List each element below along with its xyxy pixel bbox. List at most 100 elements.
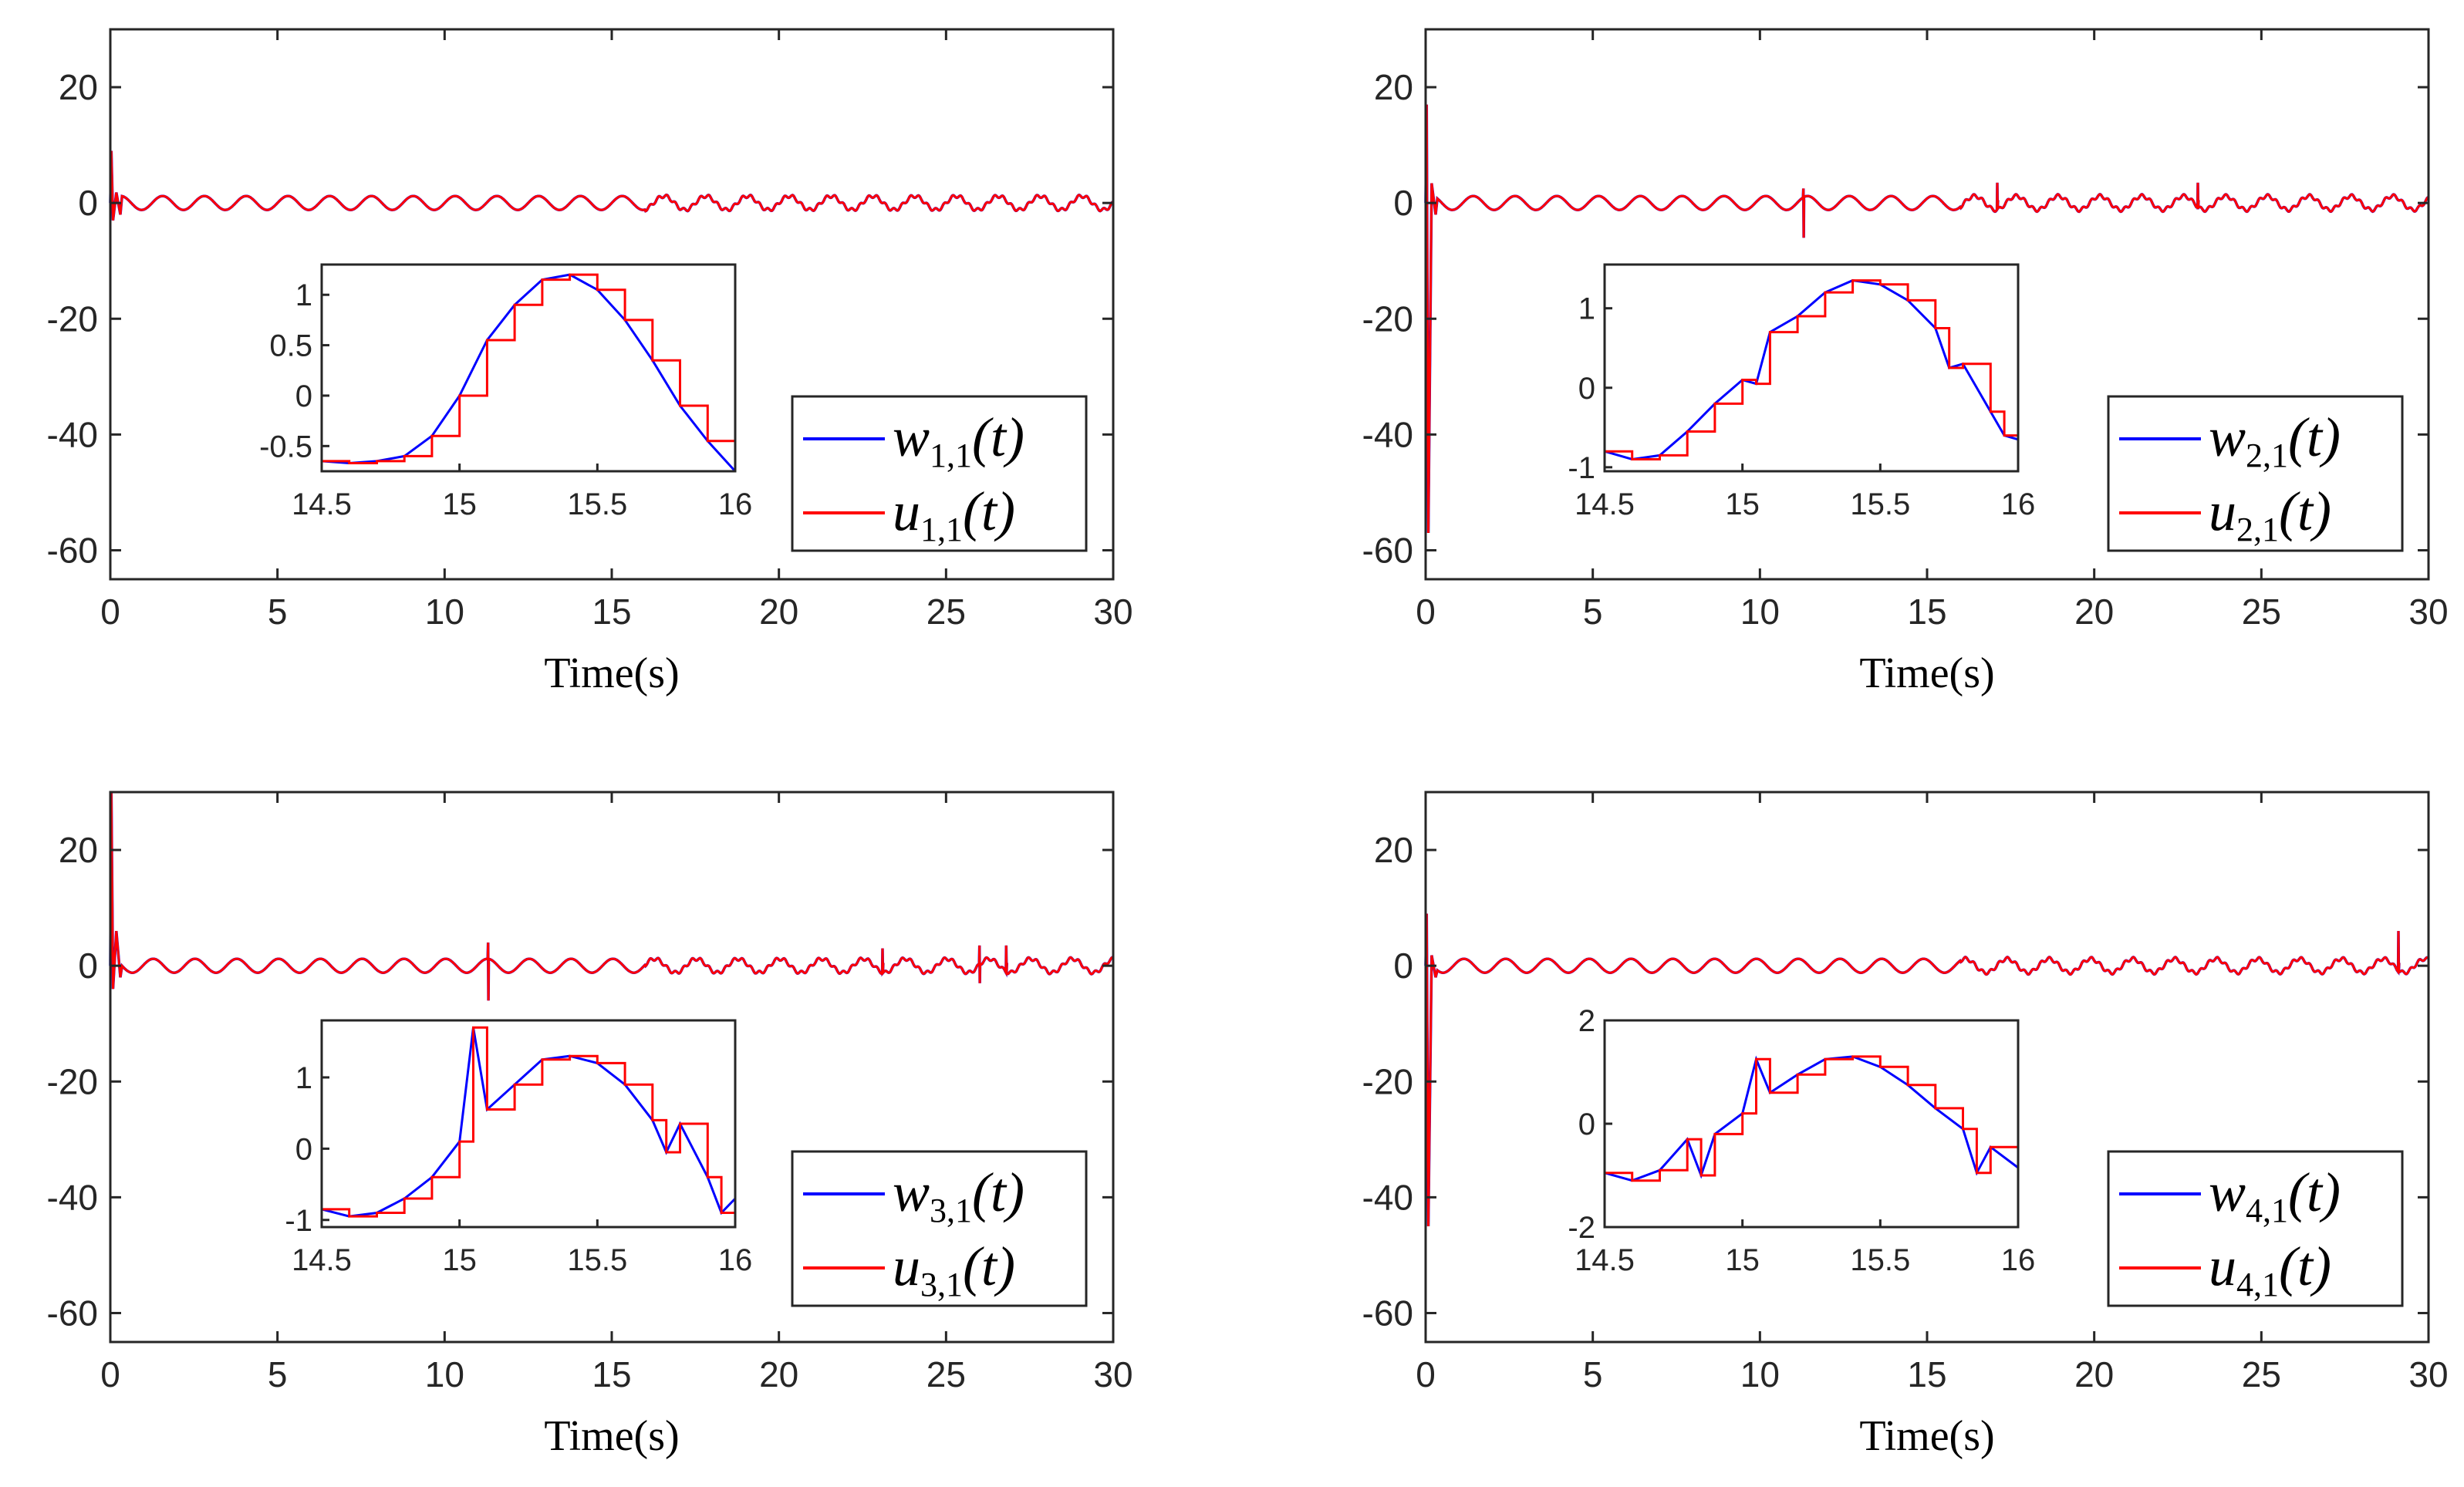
legend-box xyxy=(791,395,1088,552)
inset-y-tick-label: 2 xyxy=(1578,1004,1595,1038)
inset-area xyxy=(322,1020,735,1227)
x-tick-label: 5 xyxy=(268,1354,288,1394)
inset-frame xyxy=(1603,263,2020,473)
inset-1: 14.5 15 15.5 16 -0.5 0 0.5 1 xyxy=(259,263,753,521)
inset-area xyxy=(322,265,735,471)
inset-line-u xyxy=(1605,279,2020,460)
y-tick-label: -60 xyxy=(1362,1293,1413,1333)
inset-y-tick-label: -2 xyxy=(1568,1211,1595,1245)
legend-label: w3,1(t) xyxy=(893,1162,1024,1229)
x-tick-label: 20 xyxy=(2074,1354,2114,1394)
legend-box xyxy=(791,1150,1088,1307)
inset-x-tick-label: 15 xyxy=(1725,1243,1760,1277)
inset-area xyxy=(1605,1020,2018,1227)
inset-x-tick-label: 14.5 xyxy=(1575,1243,1635,1277)
y-tick-label: 0 xyxy=(1393,946,1413,986)
x-tick-label: 20 xyxy=(759,1354,798,1394)
x-tick-label: 5 xyxy=(268,592,288,632)
inset-x-tick-label: 14.5 xyxy=(1575,487,1635,521)
inset-y-tick-label: -1 xyxy=(1568,451,1595,485)
series-line-u xyxy=(1424,104,2429,534)
y-tick-label: -20 xyxy=(47,298,98,339)
inset-x-tick-label: 15.5 xyxy=(1850,487,1910,521)
legend-1: w1,1(t)u1,1(t) xyxy=(791,395,1088,552)
y-tick-label: 0 xyxy=(1393,183,1413,223)
legend-box xyxy=(2107,395,2404,552)
inset-line-u xyxy=(322,1026,737,1218)
inset-frame xyxy=(320,1019,737,1229)
inset-3: 14.5 15 15.5 16 -1 0 1 xyxy=(285,1019,753,1277)
y-tick-label: -40 xyxy=(1362,414,1413,454)
x-tick-label: 30 xyxy=(2408,592,2448,632)
legend-2: w2,1(t)u2,1(t) xyxy=(2107,395,2404,552)
inset-y-tick-label: 0 xyxy=(295,379,312,413)
x-tick-label: 25 xyxy=(927,1354,966,1394)
inset-line-u xyxy=(1605,1055,2020,1182)
x-tick-label: 30 xyxy=(2408,1354,2448,1394)
x-tick-label: 10 xyxy=(1740,592,1780,632)
x-tick-label: 0 xyxy=(100,592,120,632)
inset-x-tick-label: 15.5 xyxy=(567,487,627,521)
y-tick-label: 20 xyxy=(1374,830,1413,870)
inset-y-tick-label: 0.5 xyxy=(269,329,312,363)
x-tick-label: 25 xyxy=(2242,1354,2281,1394)
y-tick-label: -40 xyxy=(1362,1177,1413,1217)
inset-x-tick-label: 16 xyxy=(718,487,753,521)
inset-2: 14.5 15 15.5 16 -1 0 1 xyxy=(1568,263,2036,521)
y-tick-label: 0 xyxy=(78,183,98,223)
x-axis-label: Time(s) xyxy=(544,1412,679,1460)
x-tick-label: 20 xyxy=(759,592,798,632)
x-tick-label: 10 xyxy=(1740,1354,1780,1394)
x-tick-label: 15 xyxy=(592,592,631,632)
legend-3: w3,1(t) u3,1(t) xyxy=(791,1150,1088,1307)
x-tick-label: 15 xyxy=(1907,592,1946,632)
y-tick-label: -20 xyxy=(1362,1061,1413,1101)
inset-line-w xyxy=(321,273,737,473)
y-tick-label: -60 xyxy=(47,530,98,570)
inset-x-tick-label: 15 xyxy=(442,1243,477,1277)
x-tick-label: 0 xyxy=(100,1354,120,1394)
y-tick-label: -20 xyxy=(1362,298,1413,339)
y-tick-label: 20 xyxy=(59,830,98,870)
legend-label: u4,1(t) xyxy=(2209,1236,2331,1303)
x-tick-label: 10 xyxy=(425,1354,464,1394)
x-tick-label: 25 xyxy=(927,592,966,632)
series-line-u xyxy=(109,791,1113,1001)
x-axis-label: Time(s) xyxy=(1859,1412,1994,1460)
x-axis-label: Time(s) xyxy=(1859,649,1994,697)
inset-y-tick-label: 0 xyxy=(295,1132,312,1166)
legend-label: u3,1(t) xyxy=(893,1236,1015,1303)
inset-4: 14.5 15 15.5 16 -2 0 2 xyxy=(1568,1004,2035,1277)
inset-y-tick-label: 1 xyxy=(1578,292,1595,326)
x-tick-label: 5 xyxy=(1583,592,1603,632)
legend-4: w4,1(t) u4,1(t) xyxy=(2107,1150,2404,1307)
y-tick-label: -40 xyxy=(47,414,98,454)
series-line-u xyxy=(1424,913,2429,1226)
inset-x-tick-label: 14.5 xyxy=(292,487,352,521)
inset-y-tick-label: -0.5 xyxy=(259,430,312,464)
y-tick-label: -20 xyxy=(47,1061,98,1101)
x-tick-label: 5 xyxy=(1583,1354,1603,1394)
legend-label: w4,1(t) xyxy=(2209,1162,2341,1229)
legend-label: u1,1(t) xyxy=(893,480,1015,548)
inset-x-tick-label: 15.5 xyxy=(1850,1243,1910,1277)
inset-y-tick-label: 1 xyxy=(295,278,312,312)
y-tick-label: 20 xyxy=(59,67,98,107)
x-axis-label: Time(s) xyxy=(544,649,679,697)
inset-frame xyxy=(320,263,737,473)
y-tick-label: 20 xyxy=(1374,67,1413,107)
inset-y-tick-label: -1 xyxy=(285,1204,312,1238)
y-tick-label: -60 xyxy=(1362,530,1413,570)
inset-x-tick-label: 16 xyxy=(718,1243,753,1277)
inset-x-tick-label: 16 xyxy=(2001,487,2036,521)
inset-y-tick-label: 0 xyxy=(1578,1108,1595,1141)
x-tick-label: 15 xyxy=(592,1354,631,1394)
x-tick-label: 15 xyxy=(1907,1354,1946,1394)
x-tick-label: 0 xyxy=(1416,1354,1436,1394)
legend-label: w1,1(t) xyxy=(893,406,1024,474)
y-tick-label: -60 xyxy=(47,1293,98,1333)
